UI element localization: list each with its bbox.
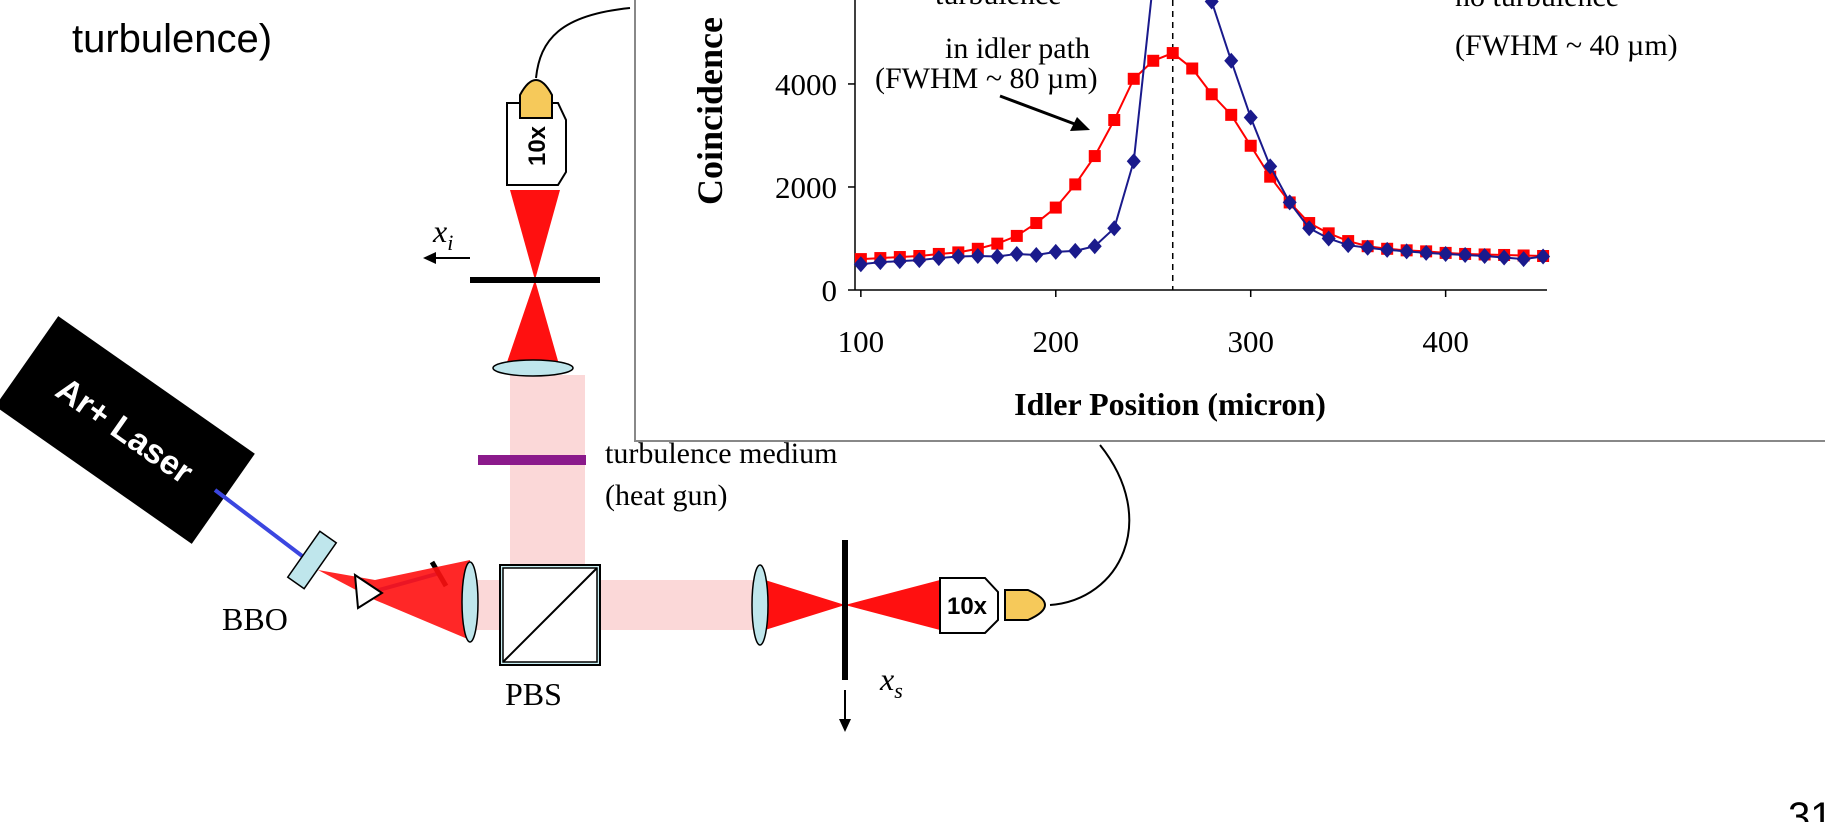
turbulence-medium: [478, 455, 586, 465]
y-tick-label: 2000: [775, 170, 837, 205]
data-point: [1206, 88, 1218, 100]
xs-label: xs: [879, 661, 903, 703]
x-tick-label: 200: [1033, 324, 1080, 359]
slide-title: turbulence): [72, 17, 272, 61]
x-tick-label: 400: [1422, 324, 1469, 359]
idler-diverge: [510, 190, 560, 280]
y-tick-label: 4000: [775, 67, 837, 102]
fiber: [536, 8, 630, 78]
lens: [493, 360, 573, 376]
data-point: [1225, 109, 1237, 121]
data-point: [1128, 73, 1140, 85]
annotation: (FWHM ~ 40 µm): [1455, 29, 1678, 62]
medium-note: (heat gun): [605, 479, 727, 512]
data-point: [1011, 230, 1023, 242]
data-point: [1089, 150, 1101, 162]
xi-arrowhead: [423, 252, 436, 264]
data-point: [1050, 202, 1062, 214]
objective-label: 10x: [524, 125, 551, 166]
data-point: [1167, 47, 1179, 59]
idler-beam: [510, 375, 585, 580]
data-point: [1108, 114, 1120, 126]
data-point: [1147, 55, 1159, 67]
annotation: turbulence: [935, 0, 1062, 11]
bbo-crystal: [288, 531, 337, 588]
objective-label: 10x: [947, 593, 988, 620]
data-point: [1245, 140, 1257, 152]
lens: [752, 565, 768, 645]
xs-arrowhead: [839, 719, 851, 732]
fiber: [1050, 445, 1129, 605]
x-tick-label: 100: [838, 324, 885, 359]
x-axis-label: Idler Position (micron): [1014, 386, 1326, 422]
page-number: 31: [1788, 795, 1825, 822]
signal-diverge: [845, 580, 940, 630]
lens: [462, 562, 478, 642]
slide: turbulence) Ar+ Laser BBO PBS turbulence…: [0, 0, 1825, 822]
data-point: [1069, 178, 1081, 190]
detector: [1005, 590, 1045, 620]
x-tick-label: 300: [1227, 324, 1274, 359]
annotation: (FWHM ~ 80 µm): [875, 62, 1098, 95]
annotation: no turbulence: [1455, 0, 1619, 13]
pbs-label: PBS: [505, 676, 562, 712]
idler-focus: [505, 280, 560, 368]
y-axis-label: Coincidence: [690, 17, 730, 205]
red-fan: [318, 560, 470, 640]
laser: Ar+ Laser: [0, 316, 255, 544]
bbo-label: BBO: [222, 601, 288, 637]
signal-focus: [765, 580, 845, 630]
detector: [520, 80, 552, 118]
data-point: [991, 238, 1003, 250]
y-tick-label: 0: [822, 273, 838, 308]
data-point: [1030, 217, 1042, 229]
data-point: [1186, 63, 1198, 75]
annotation: in idler path: [945, 32, 1090, 65]
xi-label: xi: [432, 213, 453, 255]
